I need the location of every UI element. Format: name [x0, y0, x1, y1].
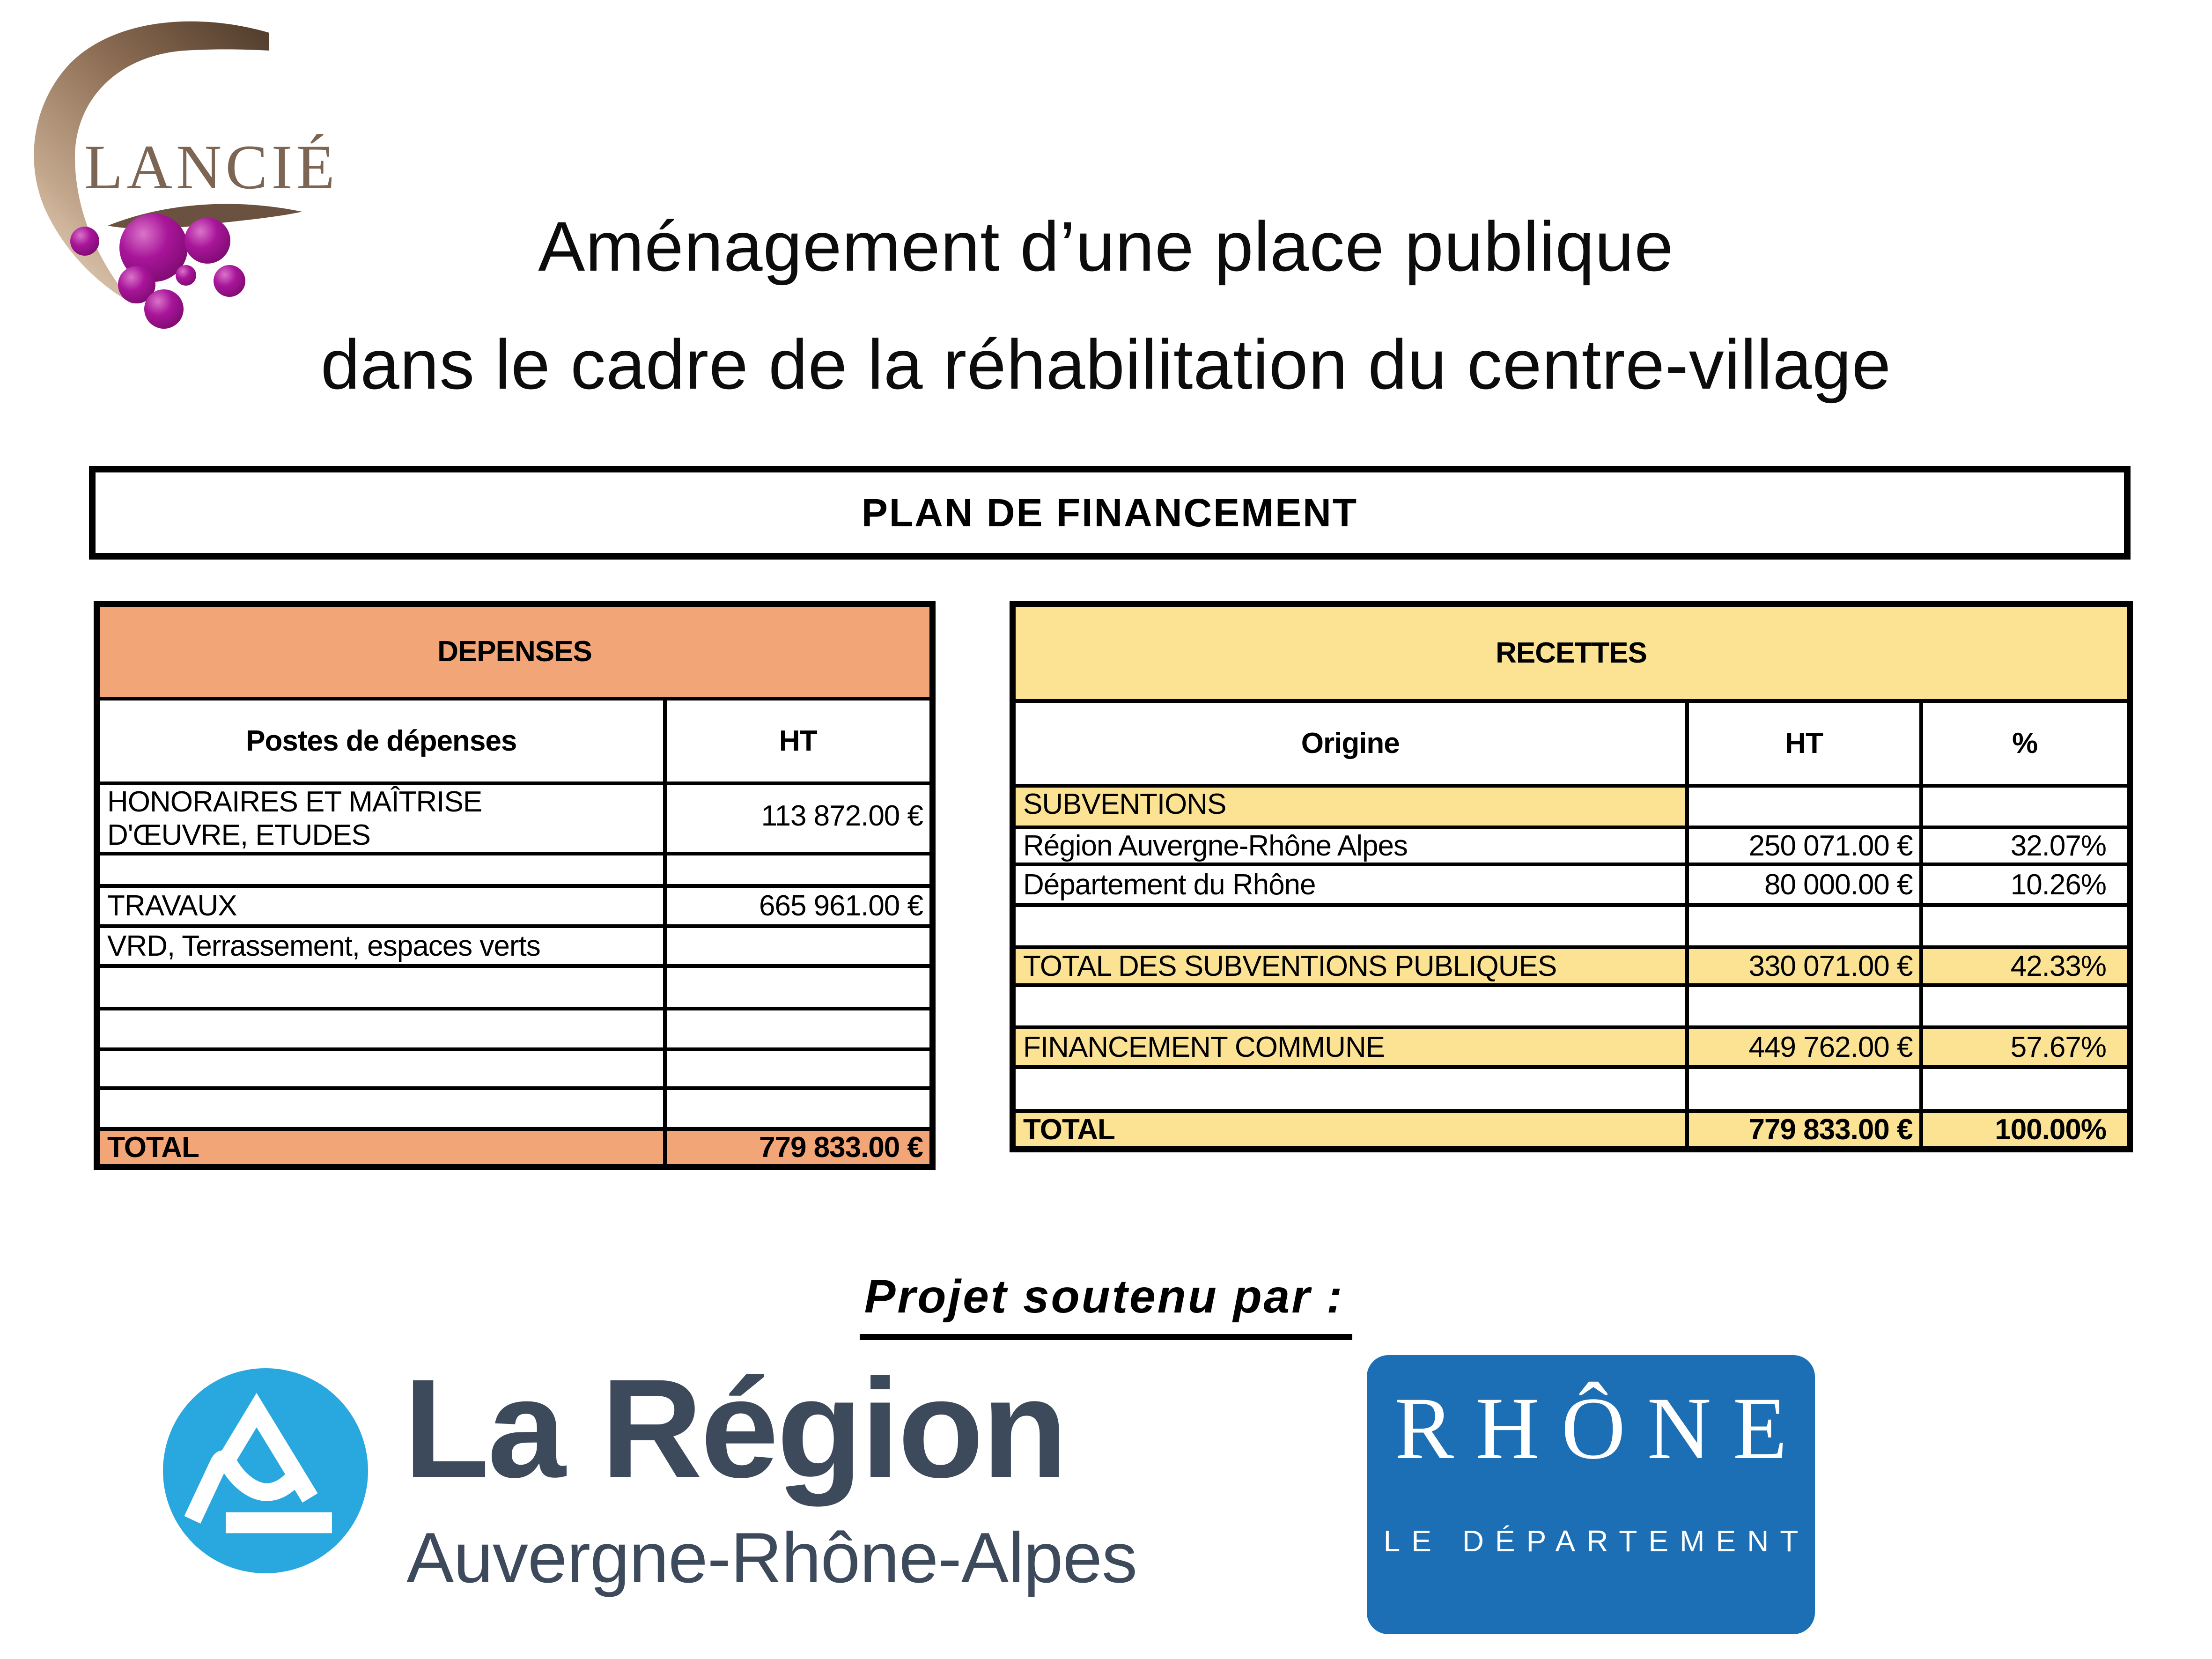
row-ht-value: [663, 851, 935, 888]
row-pct-value: 32.07%: [1919, 825, 2132, 866]
row-label: [95, 964, 667, 1010]
lancie-logo-wordmark: LANCIÉ: [84, 133, 339, 202]
row-label: VRD, Terrassement, espaces verts: [95, 924, 667, 968]
row-label: [95, 851, 667, 888]
row-label: TOTAL: [95, 1127, 667, 1169]
plan-financement-label: PLAN DE FINANCEMENT: [861, 490, 1358, 535]
supported-by-section: Projet soutenu par :: [0, 1270, 2212, 1340]
table-row: TRAVAUX 665 961.00 €: [95, 884, 935, 928]
row-label: [95, 1047, 667, 1090]
row-ht-value: 113 872.00 €: [663, 781, 935, 855]
table-row: [95, 1006, 935, 1051]
row-label: [95, 1086, 667, 1131]
row-label: [1010, 903, 1689, 949]
region-aura-logo-circle: [163, 1368, 368, 1573]
row-label: TOTAL: [1010, 1109, 1689, 1151]
table-row: [1010, 983, 2132, 1029]
row-label: TOTAL DES SUBVENTIONS PUBLIQUES: [1010, 945, 1689, 987]
row-ht-value: 449 762.00 €: [1685, 1025, 1923, 1069]
table-row: [1010, 903, 2132, 949]
grape-icon: [70, 227, 99, 256]
row-ht-value: [1685, 903, 1923, 949]
row-pct-value: [1919, 783, 2132, 829]
region-logo-title: La Région: [404, 1349, 1068, 1507]
table-row: [95, 1047, 935, 1090]
supported-by-label: Projet soutenu par :: [859, 1270, 1353, 1340]
lancie-logo-graphic: LANCIÉ: [34, 21, 339, 329]
row-ht-value: 250 071.00 €: [1685, 825, 1923, 866]
lancie-swoosh: [34, 21, 269, 304]
row-label: [95, 1006, 667, 1051]
recettes-table-column-header: Origine: [1010, 699, 1689, 788]
row-ht-value: [1685, 783, 1923, 829]
grape-icon: [144, 289, 184, 329]
row-label: TRAVAUX: [95, 884, 667, 928]
row-ht-value: [663, 924, 935, 968]
row-ht-value: [1685, 1065, 1923, 1113]
row-pct-value: [1919, 983, 2132, 1029]
grape-icon: [184, 218, 230, 264]
grape-icon: [119, 214, 188, 282]
row-pct-value: 100.00%: [1919, 1109, 2132, 1151]
row-ht-value: [663, 964, 935, 1010]
row-label: [1010, 983, 1689, 1029]
table-row: [95, 964, 935, 1010]
table-row: TOTAL DES SUBVENTIONS PUBLIQUES 330 071.0…: [1010, 945, 2132, 987]
table-row: Département du Rhône 80 000.00 €10.26%: [1010, 862, 2132, 907]
table-row: TOTAL 779 833.00 €: [95, 1127, 935, 1169]
table-row: [1010, 1065, 2132, 1113]
row-pct-value: 10.26%: [1919, 862, 2132, 907]
project-title-line2: dans le cadre de la réhabilitation du ce…: [320, 325, 1892, 404]
table-row: [95, 1086, 935, 1131]
table-row: TOTAL 779 833.00 €100.00%: [1010, 1109, 2132, 1151]
row-ht-value: 80 000.00 €: [1685, 862, 1923, 907]
depenses-table-column-header: Postes de dépenses: [95, 696, 667, 785]
table-row: HONORAIRES ET MAÎTRISE D'ŒUVRE, ETUDES 11…: [95, 781, 935, 855]
rhone-departement-logo: RHÔNE LE DÉPARTEMENT: [1367, 1355, 1815, 1634]
row-pct-value: 57.67%: [1919, 1025, 2132, 1069]
rhone-logo-title: RHÔNE: [1394, 1379, 1809, 1478]
row-ht-value: [663, 1047, 935, 1090]
grape-icon: [118, 266, 155, 303]
row-label: Département du Rhône: [1010, 862, 1689, 907]
recettes-table: RECETTES Origine HT% SUBVENTIONS Région Auve…: [1010, 601, 2133, 1152]
row-ht-value: 779 833.00 €: [663, 1127, 935, 1169]
mountain-icon: [184, 1393, 332, 1534]
recettes-table-column-header: HT: [1685, 699, 1923, 788]
row-label: [1010, 1065, 1689, 1113]
row-label: FINANCEMENT COMMUNE: [1010, 1025, 1689, 1069]
project-title-line1: Aménagement d’une place publique: [538, 207, 1674, 286]
row-pct-value: 42.33%: [1919, 945, 2132, 987]
rhone-logo-subtitle: LE DÉPARTEMENT: [1383, 1524, 1810, 1558]
recettes-table-column-header: %: [1919, 699, 2132, 788]
row-ht-value: 779 833.00 €: [1685, 1109, 1923, 1151]
row-ht-value: 330 071.00 €: [1685, 945, 1923, 987]
row-label: HONORAIRES ET MAÎTRISE D'ŒUVRE, ETUDES: [95, 781, 667, 855]
row-ht-value: [663, 1006, 935, 1051]
table-row: VRD, Terrassement, espaces verts: [95, 924, 935, 968]
depenses-table-title: DEPENSES: [95, 602, 935, 700]
row-pct-value: [1919, 903, 2132, 949]
row-label: SUBVENTIONS: [1010, 783, 1689, 829]
row-ht-value: 665 961.00 €: [663, 884, 935, 928]
region-logo-subtitle: Auvergne-Rhône-Alpes: [406, 1518, 1137, 1598]
grape-icon: [214, 265, 245, 297]
plan-financement-banner: PLAN DE FINANCEMENT: [89, 466, 2131, 560]
row-pct-value: [1919, 1065, 2132, 1113]
row-label: Région Auvergne-Rhône Alpes: [1010, 825, 1689, 866]
grape-icon: [176, 265, 196, 286]
table-row: [95, 851, 935, 888]
depenses-table: DEPENSES Postes de dépenses HT HONORAIRES E…: [94, 601, 936, 1170]
project-title: Aménagement d’une place publique dans le…: [0, 187, 2212, 423]
lancie-municipality-logo: LANCIÉ: [14, 5, 342, 332]
row-ht-value: [1685, 983, 1923, 1029]
table-row: SUBVENTIONS: [1010, 783, 2132, 829]
table-row: FINANCEMENT COMMUNE 449 762.00 €57.67%: [1010, 1025, 2132, 1069]
recettes-table-title: RECETTES: [1010, 602, 2132, 703]
depenses-table-column-header: HT: [663, 696, 935, 785]
table-row: Région Auvergne-Rhône Alpes 250 071.00 €3…: [1010, 825, 2132, 866]
row-ht-value: [663, 1086, 935, 1131]
